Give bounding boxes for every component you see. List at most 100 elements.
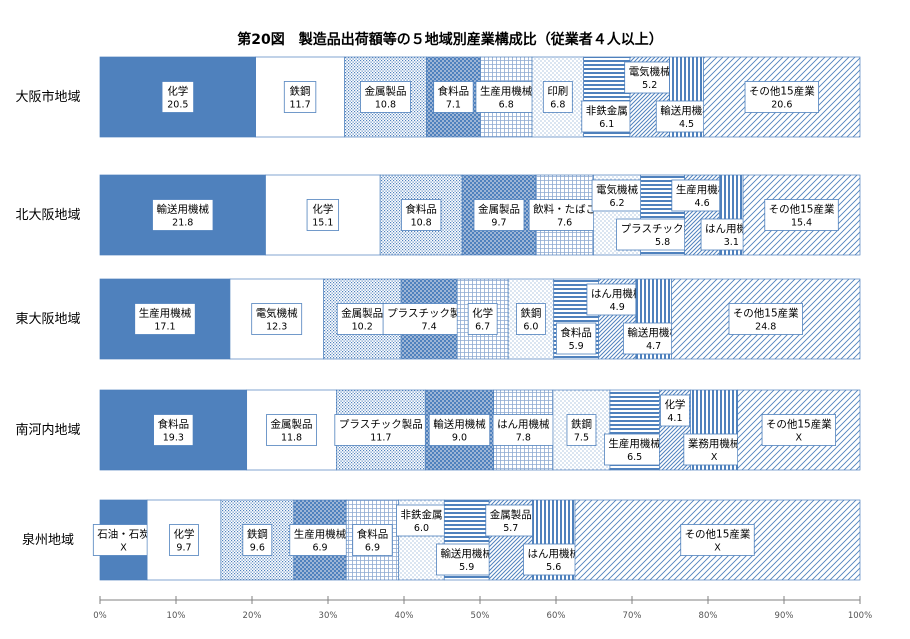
segment-value: 5.6 [546,562,561,573]
segment-value: 11.7 [289,100,310,111]
segment-value: 7.1 [446,100,461,111]
x-tick-label: 70% [623,611,642,621]
segment-value: 9.0 [452,433,467,444]
segment-value: 6.0 [414,523,429,534]
segment-label: 生産用機械 [480,85,533,98]
region-label: 泉州地域 [22,532,74,548]
segment-value: 10.8 [411,218,432,229]
segment-label: 金属製品 [341,307,383,320]
segment-label: 生産用機械 [608,437,661,450]
segment-value: 3.1 [724,237,739,248]
segment-label-box [473,199,525,231]
segment-value: 24.8 [755,322,776,333]
x-tick-label: 50% [471,611,490,621]
segment-value: 5.2 [642,80,657,91]
segment-value: 5.7 [503,523,518,534]
segment-label-box [152,199,214,231]
segment-label-box [516,303,546,335]
segment-label: 食料品 [438,85,470,98]
segment-value: 4.1 [667,413,682,424]
segment-value: 11.7 [370,433,391,444]
segment-label-box [134,303,196,335]
segment-label-box [604,433,666,466]
segment-value: 10.8 [375,100,396,111]
segment-label-box [528,199,601,231]
segment-value: 11.8 [281,433,302,444]
segment-label-box [485,504,537,537]
segment-label-box [283,81,317,113]
segment-label: 輸送用機械 [157,203,210,216]
segment-label: 電気機械 [596,183,638,196]
segment-label-box [492,414,554,446]
segment-label-box [660,394,690,427]
segment-label-box [624,61,676,94]
segment-value: 10.2 [352,322,373,333]
segment-label: 業務用機械 [688,437,741,450]
x-tick-label: 30% [319,611,338,621]
segment-value: 17.1 [154,322,175,333]
segment-label: 電気機械 [256,307,298,320]
segment-label: 化学 [472,307,493,320]
segment-label: プラスチック製品 [621,222,705,235]
segment-label-box [92,524,155,556]
segment-value: 6.2 [609,198,624,209]
segment-label-box [555,322,597,355]
segment-label-box [591,179,643,212]
segment-label-box [396,504,447,537]
segment-label: 非鉄金属 [586,104,628,117]
region-label: 北大阪地域 [15,208,80,223]
segment-value: 15.4 [791,218,812,229]
segment-label: 鉄鋼 [290,85,311,98]
segment-value: 7.4 [422,322,437,333]
x-tick-label: 20% [243,611,262,621]
segment-label: 電気機械 [629,65,671,78]
segment-value: 20.5 [167,100,188,111]
segment-label: 石油・石炭 [97,528,150,541]
segment-label: その他15産業 [766,418,832,431]
x-tick-label: 100% [848,611,872,621]
segment-label: その他15産業 [733,307,799,320]
segment-value: 19.3 [163,433,184,444]
segment-label-box [683,433,745,466]
segment-label: 輸送用機械 [660,104,713,117]
segment-label-box [334,414,428,446]
segment-value: 7.5 [574,433,589,444]
segment-label-box [251,303,303,335]
x-axis: 0% 10% 20% 30% 40% 50% 60% 70% 80% 90% 100% [93,596,872,621]
segment-value: X [796,433,803,444]
segment-value: 6.5 [627,452,642,463]
segment-value: 7.6 [557,218,572,229]
segment-value: 4.7 [646,341,661,352]
x-tick-label: 40% [395,611,414,621]
segment-label-box [360,81,411,113]
region-bar: 大阪市地域 化学 20.5 鉄鋼 11.7 金属製品 10.8 食料品 7.1 生産用機械 6.8 印… [15,56,861,138]
segment-label: 食料品 [158,418,190,431]
segment-label: 金属製品 [271,418,313,431]
segment-label-box [467,303,498,335]
segment-label: 輸送用機械 [440,547,493,560]
segment-value: 9.7 [491,218,506,229]
segment-label: 鉄鋼 [247,528,268,541]
segment-value: 5.9 [459,562,474,573]
region-label: 大阪市地域 [15,89,80,105]
segment-label-box [581,100,633,133]
segment-label: 飲料・たばこ [533,203,596,216]
segment-label: 金属製品 [478,203,520,216]
segment-label-box [352,524,393,556]
segment-label-box [336,303,388,335]
segment-label: 輸送用機械 [433,418,486,431]
x-tick-label: 60% [547,611,566,621]
x-tick-label: 10% [167,611,186,621]
segment-label: 金属製品 [364,85,406,98]
segment-label-box [306,199,340,231]
segment-label: はん用機械 [591,287,644,300]
region-label: 東大阪地域 [15,311,80,327]
segment-value: 4.6 [695,198,710,209]
segment-label: はん用機械 [527,547,580,560]
segment-label-box [680,524,755,556]
region-bar: 南河内地域 食料品 19.3 金属製品 11.8 プラスチック製品 11.7 輸送用機械 9.0… [15,389,861,471]
segment-value: 6.9 [365,543,380,554]
segment-label-box [433,81,474,113]
segment-value: 9.7 [176,543,191,554]
segment-value: 6.9 [312,543,327,554]
